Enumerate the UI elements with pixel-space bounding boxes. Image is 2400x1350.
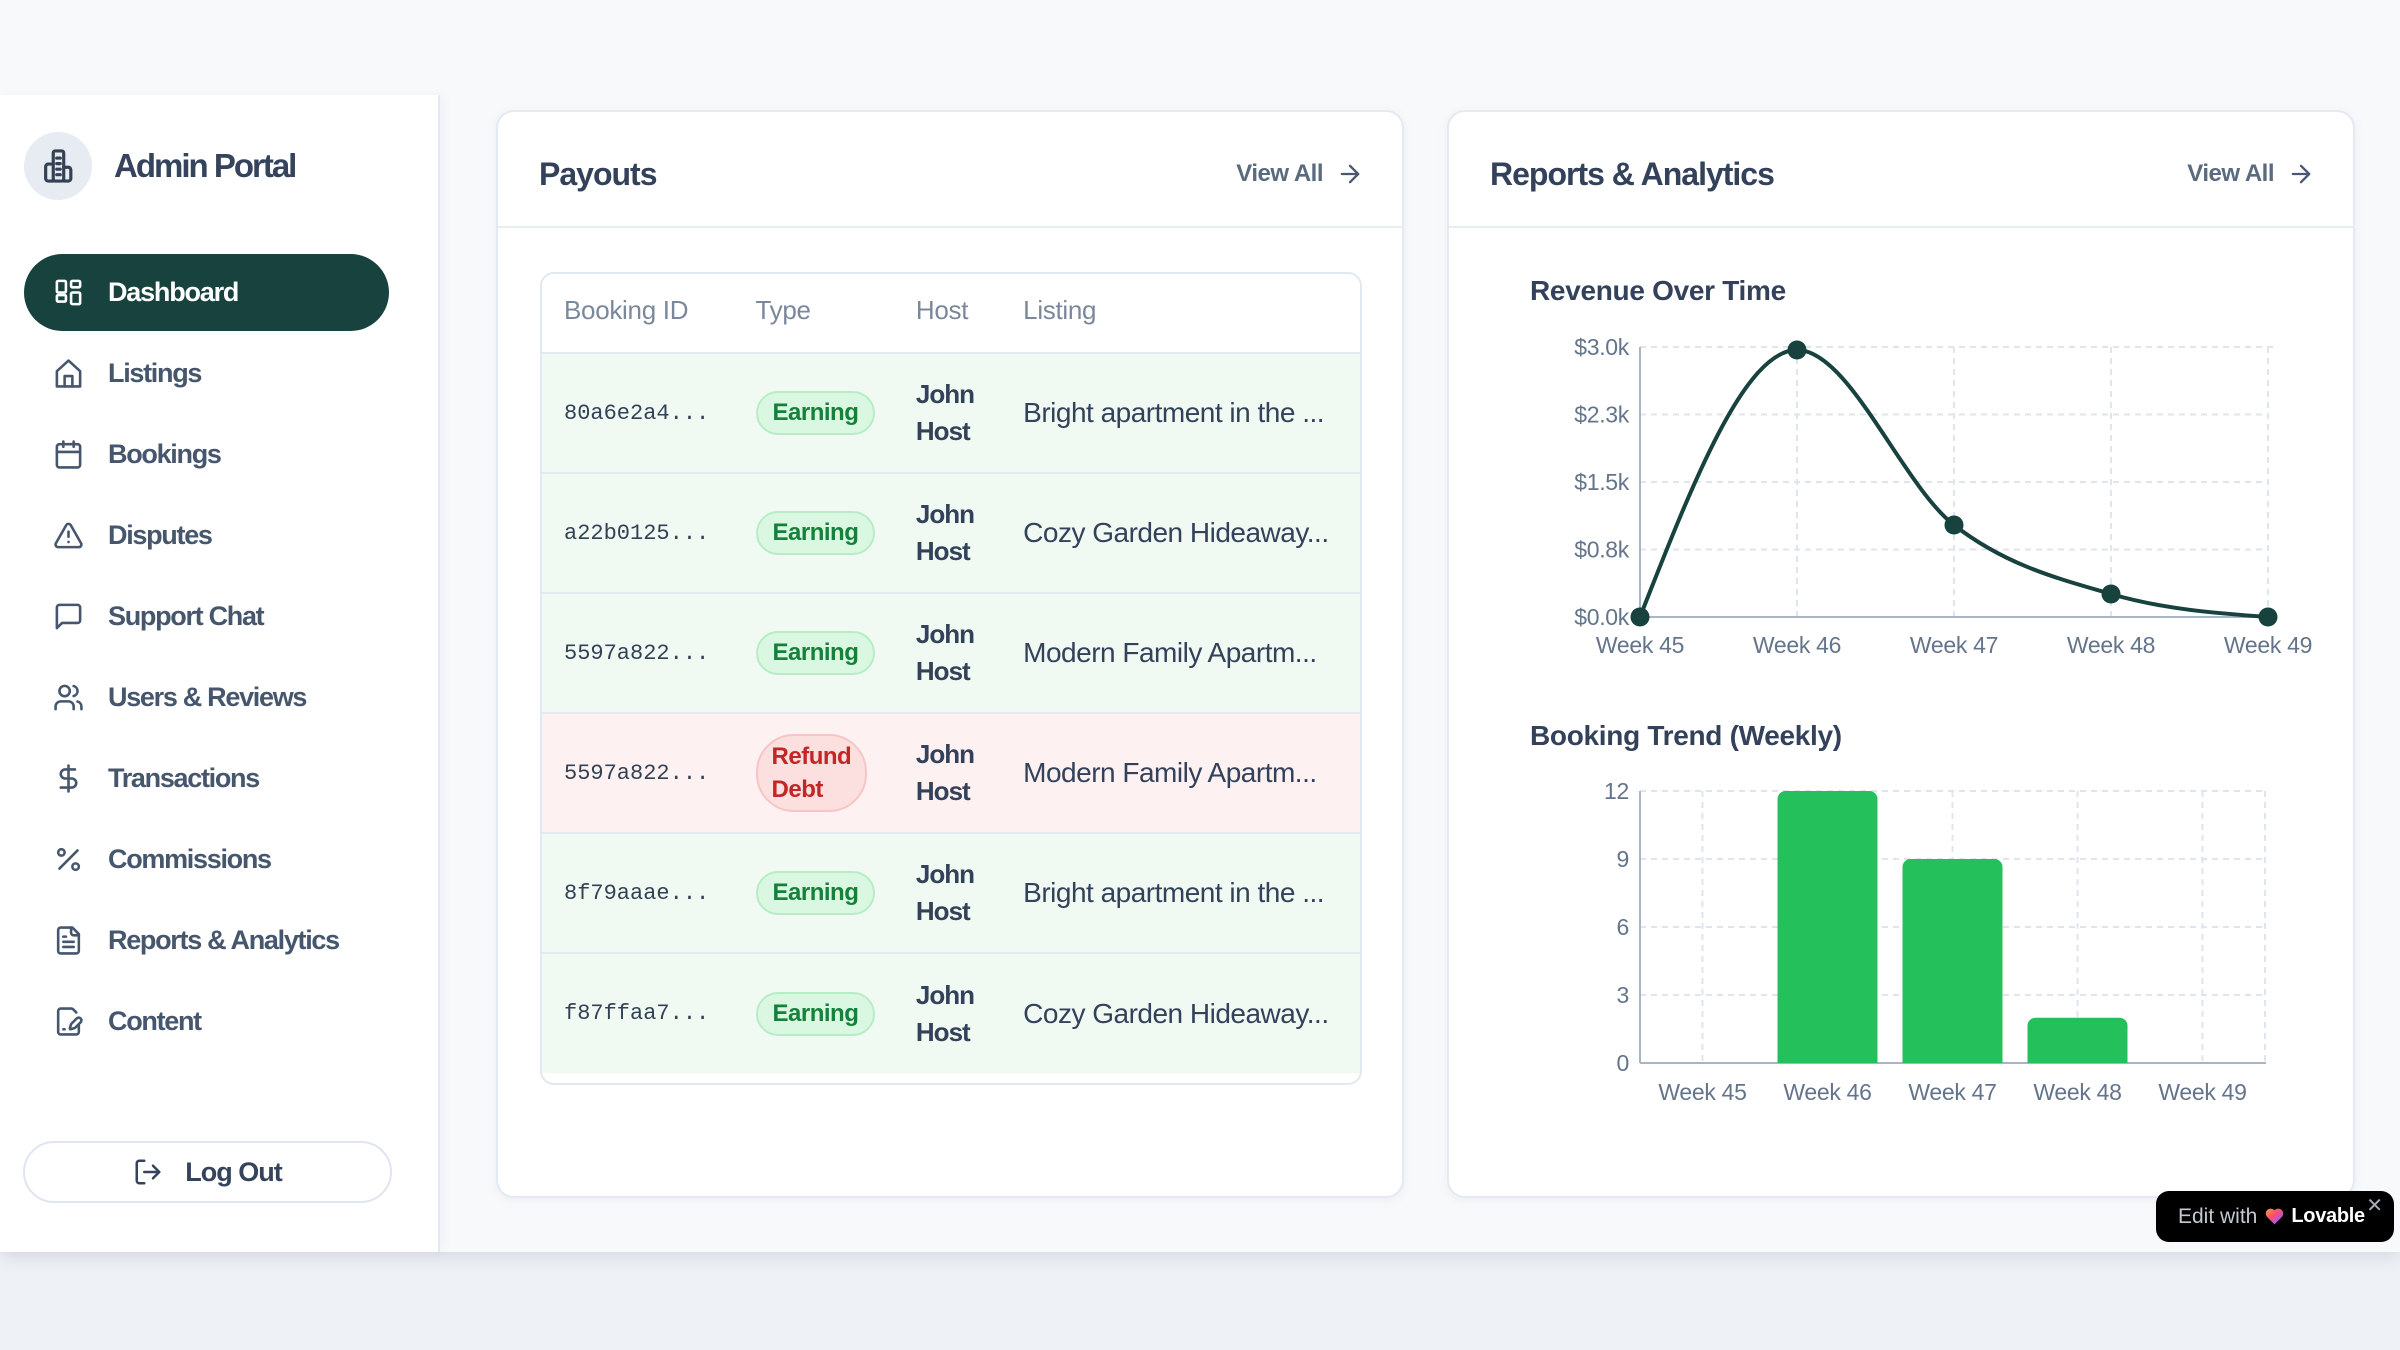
svg-text:0: 0	[1617, 1050, 1630, 1076]
svg-text:$2.3k: $2.3k	[1574, 402, 1630, 428]
svg-text:Week 45: Week 45	[1658, 1079, 1746, 1105]
svg-text:Week 48: Week 48	[2033, 1079, 2121, 1105]
svg-text:$1.5k: $1.5k	[1574, 469, 1630, 495]
svg-text:Week 48: Week 48	[2067, 632, 2155, 658]
svg-text:3: 3	[1617, 982, 1630, 1008]
svg-text:$3.0k: $3.0k	[1574, 334, 1630, 360]
svg-text:Week 46: Week 46	[1783, 1079, 1871, 1105]
svg-text:$0.0k: $0.0k	[1574, 604, 1630, 630]
svg-text:Week 49: Week 49	[2224, 632, 2312, 658]
svg-text:Week 47: Week 47	[1910, 632, 1998, 658]
svg-text:Week 45: Week 45	[1596, 632, 1684, 658]
svg-text:Week 46: Week 46	[1753, 632, 1841, 658]
svg-text:12: 12	[1604, 778, 1629, 804]
svg-text:6: 6	[1617, 914, 1630, 940]
svg-text:9: 9	[1617, 846, 1630, 872]
svg-text:Week 49: Week 49	[2158, 1079, 2246, 1105]
svg-text:$0.8k: $0.8k	[1574, 537, 1630, 563]
svg-text:Week 47: Week 47	[1908, 1079, 1996, 1105]
